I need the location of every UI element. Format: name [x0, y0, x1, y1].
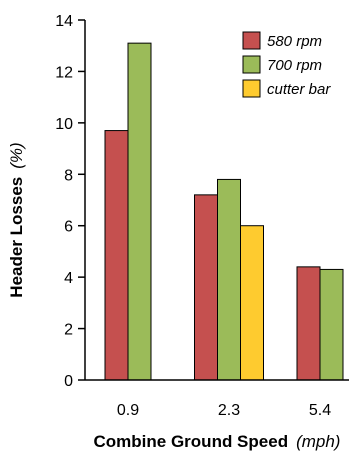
- y-tick-label-6: 6: [64, 219, 73, 236]
- x-tick-label-2.3: 2.3: [218, 402, 240, 419]
- y-axis-title-text: Header Losses: [7, 177, 26, 298]
- bar-580-rpm-5.4: [296, 266, 321, 381]
- x-axis-title-unit: (mph): [296, 432, 340, 451]
- y-tick-label-2: 2: [64, 322, 73, 339]
- x-axis-ticks: 0.9 2.3 5.4: [117, 402, 331, 419]
- x-axis-title: Combine Ground Speed (mph): [94, 432, 341, 451]
- x-tick-label-0.9: 0.9: [117, 402, 139, 419]
- bar-cutter-bar-2.3: [240, 225, 264, 381]
- bar-580-rpm-2.3: [194, 194, 218, 381]
- bar-580-rpm-0.9: [104, 130, 129, 381]
- y-axis-ticks: 0 2 4 6 8 10 12 14: [55, 13, 85, 390]
- y-axis-title-unit: (%): [7, 142, 26, 168]
- legend-label-580-rpm: 580 rpm: [267, 33, 322, 50]
- y-axis-title: Header Losses (%): [7, 142, 26, 297]
- x-axis-title-text: Combine Ground Speed: [94, 432, 289, 451]
- bars-group: [104, 42, 344, 381]
- legend-label-cutter-bar: cutter bar: [267, 81, 331, 98]
- bar-700-rpm-2.3: [217, 178, 241, 381]
- legend: 580 rpm 700 rpm cutter bar: [242, 31, 331, 98]
- y-tick-label-8: 8: [64, 167, 73, 184]
- y-tick-label-12: 12: [55, 64, 73, 81]
- bar-700-rpm-0.9: [127, 42, 152, 381]
- legend-swatch-700-rpm: [242, 55, 261, 74]
- legend-label-700-rpm: 700 rpm: [267, 57, 322, 74]
- x-tick-label-5.4: 5.4: [309, 402, 331, 419]
- y-tick-label-14: 14: [55, 13, 73, 30]
- bar-700-rpm-5.4: [319, 268, 344, 381]
- y-tick-label-4: 4: [64, 270, 73, 287]
- legend-swatch-cutter-bar: [242, 79, 261, 98]
- legend-swatch-580-rpm: [242, 31, 261, 50]
- y-tick-label-10: 10: [55, 116, 73, 133]
- y-tick-label-0: 0: [64, 373, 73, 390]
